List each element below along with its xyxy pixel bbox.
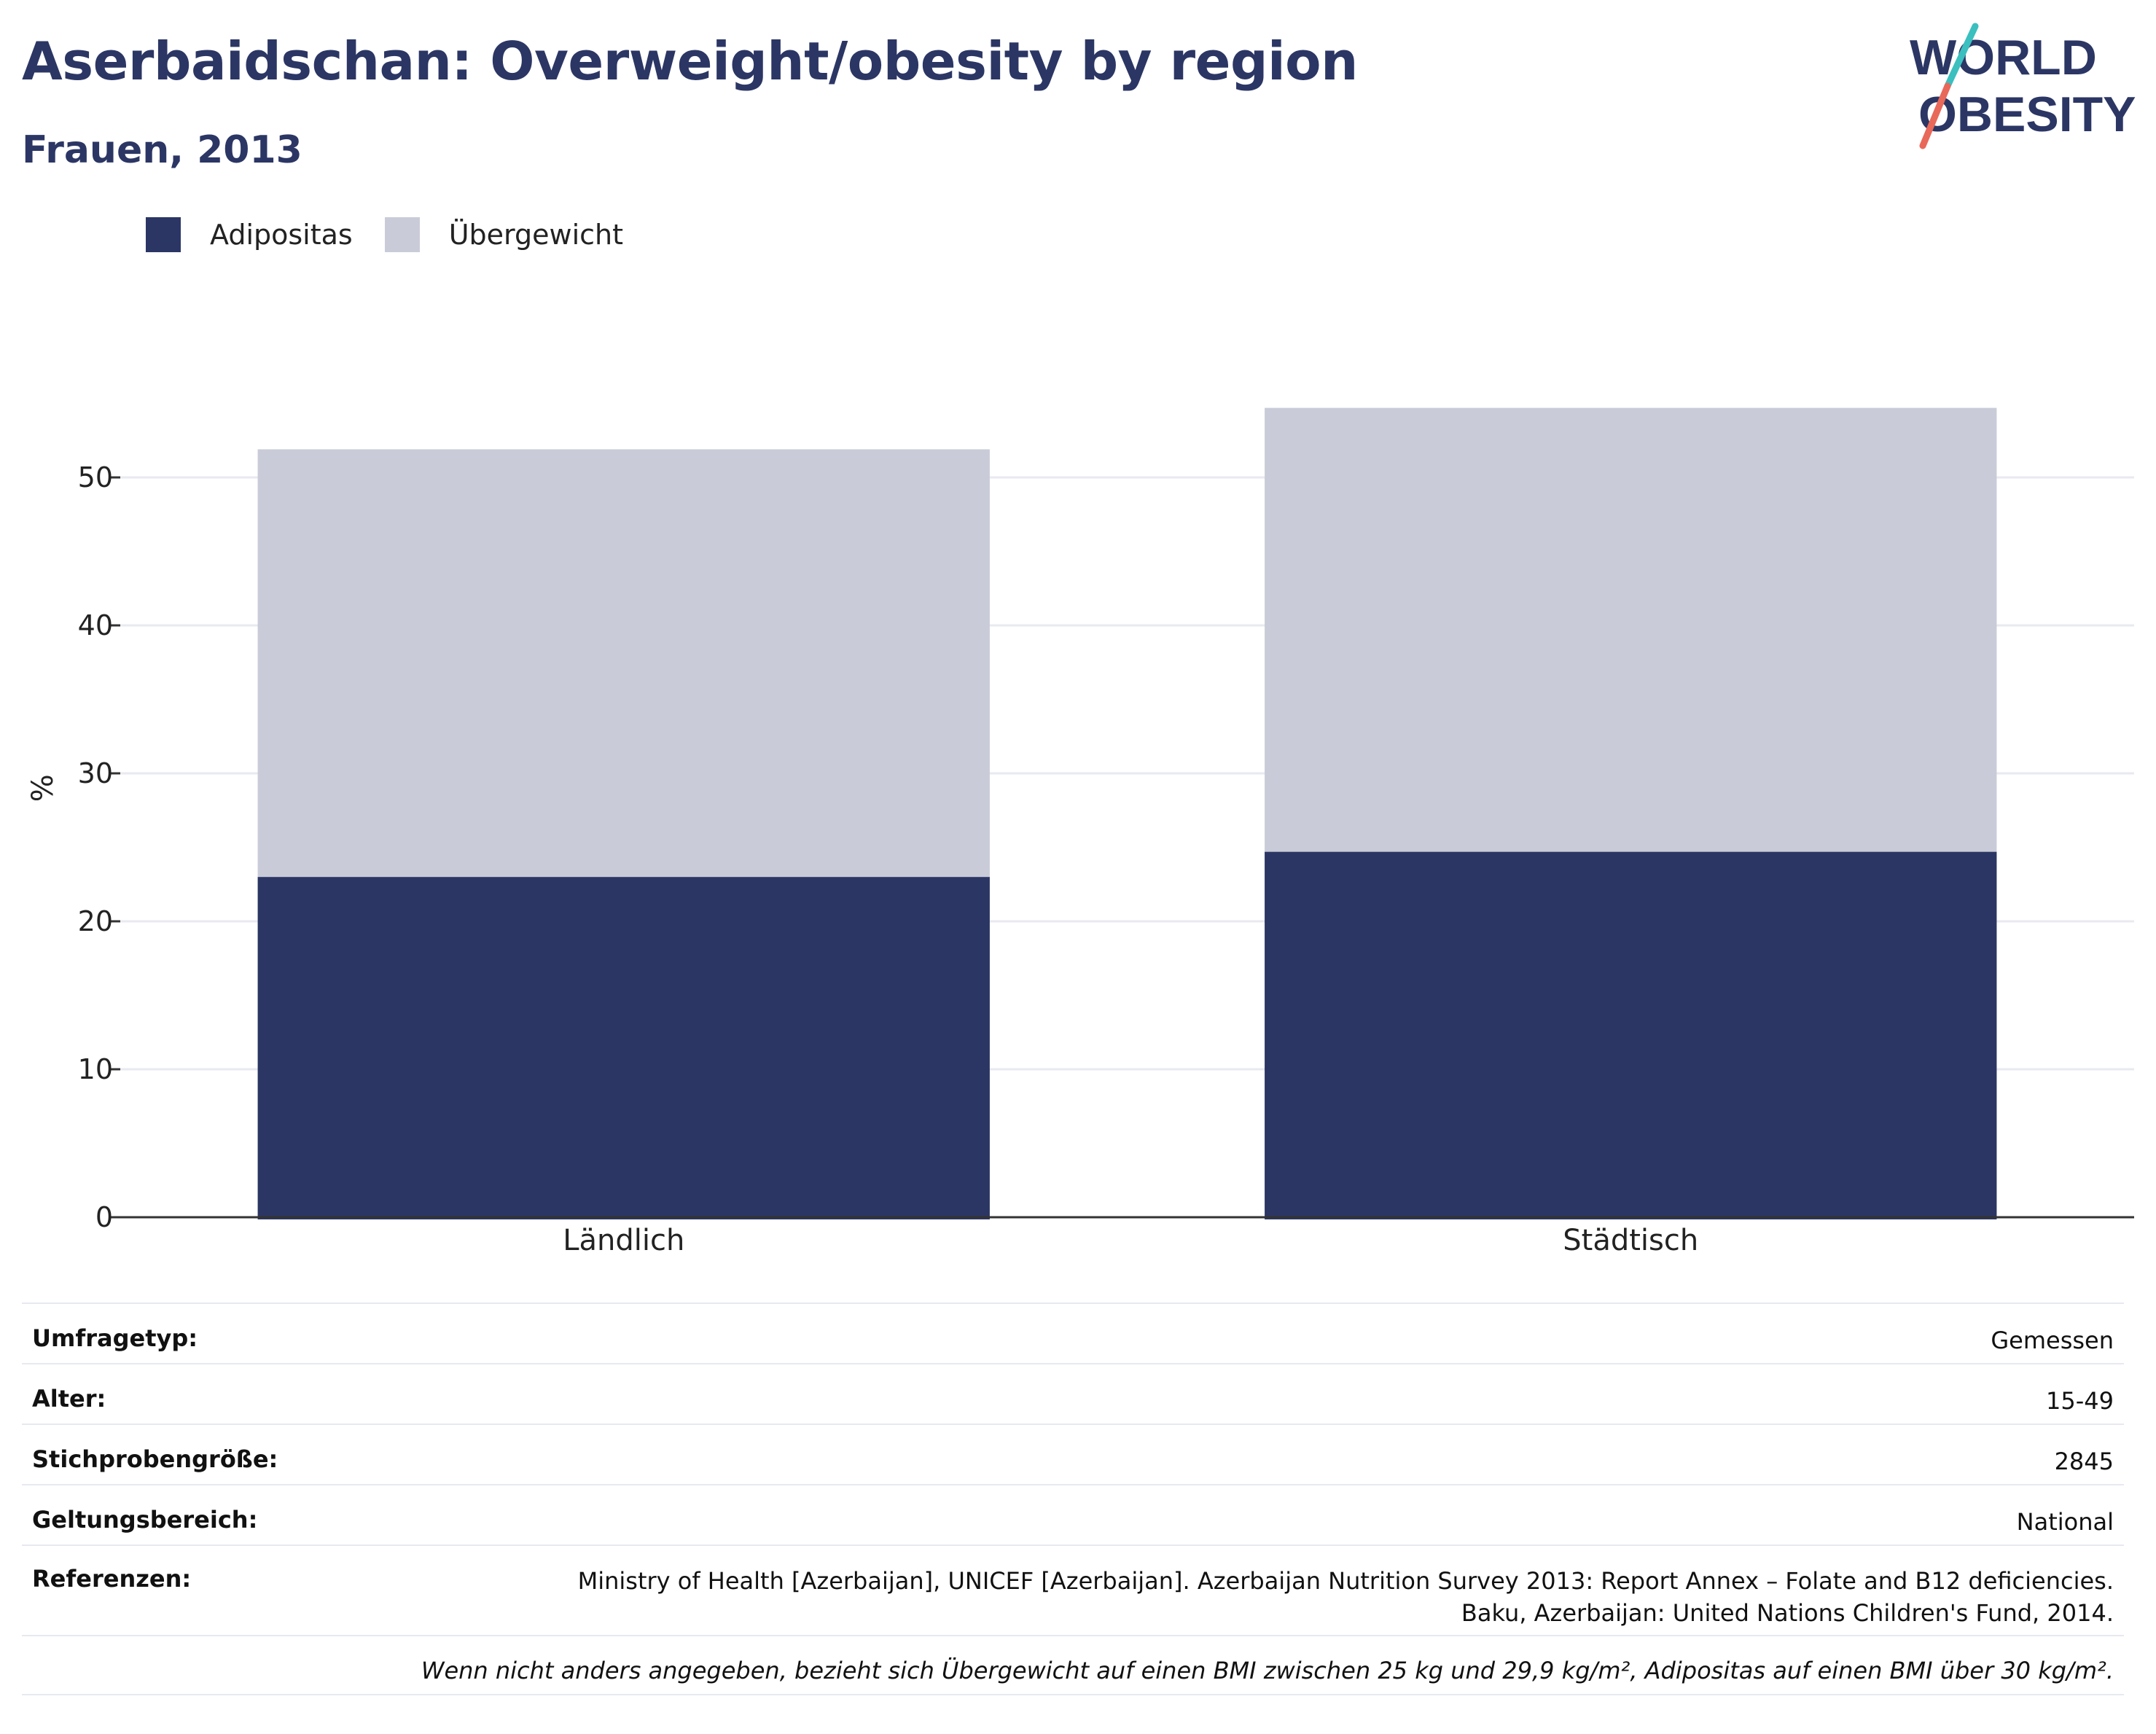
- y-tick-label: 50: [78, 461, 113, 493]
- legend-label: Übergewicht: [448, 219, 623, 251]
- bar-segment-uebergewicht: [1265, 407, 1997, 852]
- info-row-survey-type: Umfragetyp: Gemessen: [22, 1303, 2124, 1363]
- bmi-definition-note: Wenn nicht anders angegeben, bezieht sic…: [421, 1657, 2114, 1684]
- logo-line2: OBESITY: [1918, 87, 2136, 142]
- info-row-age: Alter: 15-49: [22, 1363, 2124, 1423]
- world-obesity-logo: WORLD OBESITY: [1910, 23, 2136, 149]
- legend-swatch-uebergewicht: [384, 217, 420, 252]
- x-tick-label: Ländlich: [563, 1224, 684, 1257]
- legend-item-uebergewicht[interactable]: Übergewicht: [384, 217, 623, 252]
- y-tick-label: 40: [78, 609, 113, 641]
- logo-slash-bottom: [1919, 82, 1951, 149]
- legend-item-adipositas[interactable]: Adipositas: [146, 217, 353, 252]
- y-tick-label: 30: [78, 757, 113, 789]
- y-tick-label: 20: [78, 905, 113, 937]
- info-value: Gemessen: [1991, 1327, 2114, 1354]
- info-label: Alter:: [32, 1385, 106, 1413]
- chart-subtitle: Frauen, 2013: [22, 128, 302, 172]
- info-row-sample-size: Stichprobengröße: 2845: [22, 1423, 2124, 1484]
- info-label: Stichprobengröße:: [32, 1445, 278, 1473]
- bar-segment-uebergewicht: [257, 449, 990, 878]
- y-axis-label: %: [26, 774, 60, 802]
- reference-text: Ministry of Health [Azerbaijan], UNICEF …: [578, 1565, 2114, 1629]
- info-row-coverage: Geltungsbereich: National: [22, 1484, 2124, 1544]
- reference-line: Baku, Azerbaijan: United Nations Childre…: [1461, 1599, 2114, 1627]
- info-value: National: [2016, 1508, 2114, 1536]
- legend-label: Adipositas: [210, 219, 353, 251]
- y-tick-label: 10: [78, 1053, 113, 1085]
- chart-legend: Adipositas Übergewicht: [146, 217, 655, 252]
- info-value: 2845: [2054, 1448, 2114, 1475]
- info-label: Geltungsbereich:: [32, 1506, 258, 1534]
- bar-segment-adipositas: [257, 877, 990, 1219]
- bar-segment-adipositas: [1265, 851, 1997, 1219]
- info-label: Umfragetyp:: [32, 1324, 198, 1352]
- info-row-note: Wenn nicht anders angegeben, bezieht sic…: [22, 1635, 2124, 1695]
- chart-title: Aserbaidschan: Overweight/obesity by reg…: [22, 31, 1358, 92]
- logo-line1: WORLD: [1910, 30, 2097, 85]
- x-tick-label: Städtisch: [1563, 1224, 1698, 1257]
- reference-line: Ministry of Health [Azerbaijan], UNICEF …: [577, 1567, 2114, 1595]
- stacked-bar-chart: 0 10 20 30 40 50% Ländlich Städtisch: [26, 407, 2134, 1257]
- info-label: Referenzen:: [32, 1565, 192, 1593]
- info-row-references: Referenzen: Ministry of Health [Azerbaij…: [22, 1544, 2124, 1635]
- logo-slash-top: [1944, 23, 1979, 90]
- y-tick-label: 0: [95, 1201, 113, 1233]
- survey-info-table: Umfragetyp: Gemessen Alter: 15-49 Stichp…: [22, 1303, 2124, 1695]
- info-value: 15-49: [2046, 1387, 2114, 1415]
- legend-swatch-adipositas: [146, 217, 181, 252]
